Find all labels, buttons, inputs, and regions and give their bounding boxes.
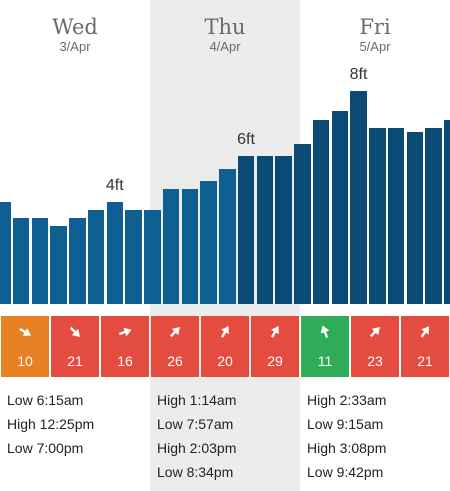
arrow-right-icon — [118, 327, 132, 337]
wind-cell[interactable]: 26 — [151, 316, 199, 377]
swell-bar — [350, 90, 367, 304]
wind-speed: 20 — [217, 353, 233, 369]
swell-bar — [181, 189, 198, 304]
swell-bar — [256, 156, 273, 304]
wind-cell[interactable]: 23 — [351, 316, 399, 377]
arrow-up-right-icon — [369, 327, 380, 338]
arrow-down-right-icon — [69, 326, 80, 337]
swell-peak-label: 6ft — [237, 131, 255, 149]
tide-time: Low 7:57am — [157, 416, 234, 432]
swell-bar — [12, 217, 30, 304]
wind-speed: 29 — [267, 353, 283, 369]
swell-bar — [200, 181, 217, 304]
swell-bar — [162, 189, 180, 304]
swell-bar — [294, 144, 311, 304]
swell-bar — [0, 201, 11, 304]
wind-cell[interactable]: 21 — [51, 316, 99, 377]
swell-bar — [444, 119, 450, 304]
swell-bar — [331, 111, 348, 304]
tide-time: High 2:33am — [307, 392, 387, 408]
tide-time: High 12:25pm — [7, 416, 95, 432]
swell-bar — [125, 209, 142, 304]
tide-time: Low 9:42pm — [307, 464, 384, 480]
swell-bar — [312, 119, 330, 304]
tide-time: High 2:03pm — [157, 440, 237, 456]
swell-bar — [237, 156, 255, 304]
day-header[interactable]: Fri 5/Apr — [300, 14, 450, 54]
swell-bar — [425, 127, 442, 304]
day-date: 3/Apr — [59, 39, 91, 54]
arrow-down-right-icon — [19, 327, 32, 336]
tide-time: Low 8:34pm — [157, 464, 234, 480]
swell-bar — [31, 217, 48, 304]
arrow-up-right-icon — [220, 325, 229, 338]
swell-bar — [219, 168, 236, 304]
tide-time: Low 9:15am — [307, 416, 384, 432]
arrow-up-icon — [320, 325, 330, 339]
day-header[interactable]: Thu 4/Apr — [150, 14, 300, 54]
wind-cell[interactable]: 10 — [1, 316, 49, 377]
wind-speed: 26 — [167, 353, 183, 369]
wind-cell[interactable]: 29 — [251, 316, 299, 377]
wind-cell[interactable]: 21 — [401, 316, 449, 377]
swell-bar — [369, 127, 386, 304]
swell-bar — [106, 201, 123, 304]
wind-speed: 21 — [67, 353, 83, 369]
tide-times: High 1:14am Low 7:57am High 2:03pm Low 8:34… — [150, 390, 300, 486]
swell-bar — [275, 156, 292, 304]
swell-bar — [87, 209, 105, 304]
wind-speed: 10 — [17, 353, 33, 369]
wind-cell[interactable]: 20 — [201, 316, 249, 377]
arrow-up-right-icon — [420, 326, 430, 338]
wind-cell[interactable]: 16 — [101, 316, 149, 377]
day-header[interactable]: Wed 3/Apr — [0, 14, 150, 54]
wind-speed: 11 — [317, 353, 333, 369]
swell-bar — [69, 217, 86, 304]
day-date: 5/Apr — [359, 39, 391, 54]
wind-speed: 21 — [417, 353, 433, 369]
tide-time: Low 6:15am — [7, 392, 84, 408]
swell-bar — [387, 127, 405, 304]
swell-peak-label: 4ft — [105, 176, 124, 194]
tide-time: Low 7:00pm — [7, 440, 84, 456]
arrow-up-right-icon — [169, 327, 180, 338]
swell-peak-label: 8ft — [349, 65, 368, 83]
day-date: 4/Apr — [209, 39, 241, 54]
day-name: Fri — [359, 15, 391, 39]
tide-times: High 2:33am Low 9:15am High 3:08pm Low 9:42… — [300, 390, 450, 486]
wind-speed: 16 — [117, 353, 133, 369]
arrow-up-right-icon — [270, 325, 279, 338]
swell-bar — [144, 209, 161, 304]
tide-time: High 1:14am — [157, 392, 237, 408]
tide-times: Low 6:15am High 12:25pm Low 7:00pm — [0, 390, 150, 462]
day-name: Thu — [204, 15, 246, 39]
wind-cell[interactable]: 11 — [301, 316, 349, 377]
swell-bar — [50, 226, 67, 304]
wind-speed: 23 — [367, 353, 383, 369]
swell-bar — [406, 131, 423, 304]
day-name: Wed — [52, 15, 98, 39]
tide-time: High 3:08pm — [307, 440, 387, 456]
